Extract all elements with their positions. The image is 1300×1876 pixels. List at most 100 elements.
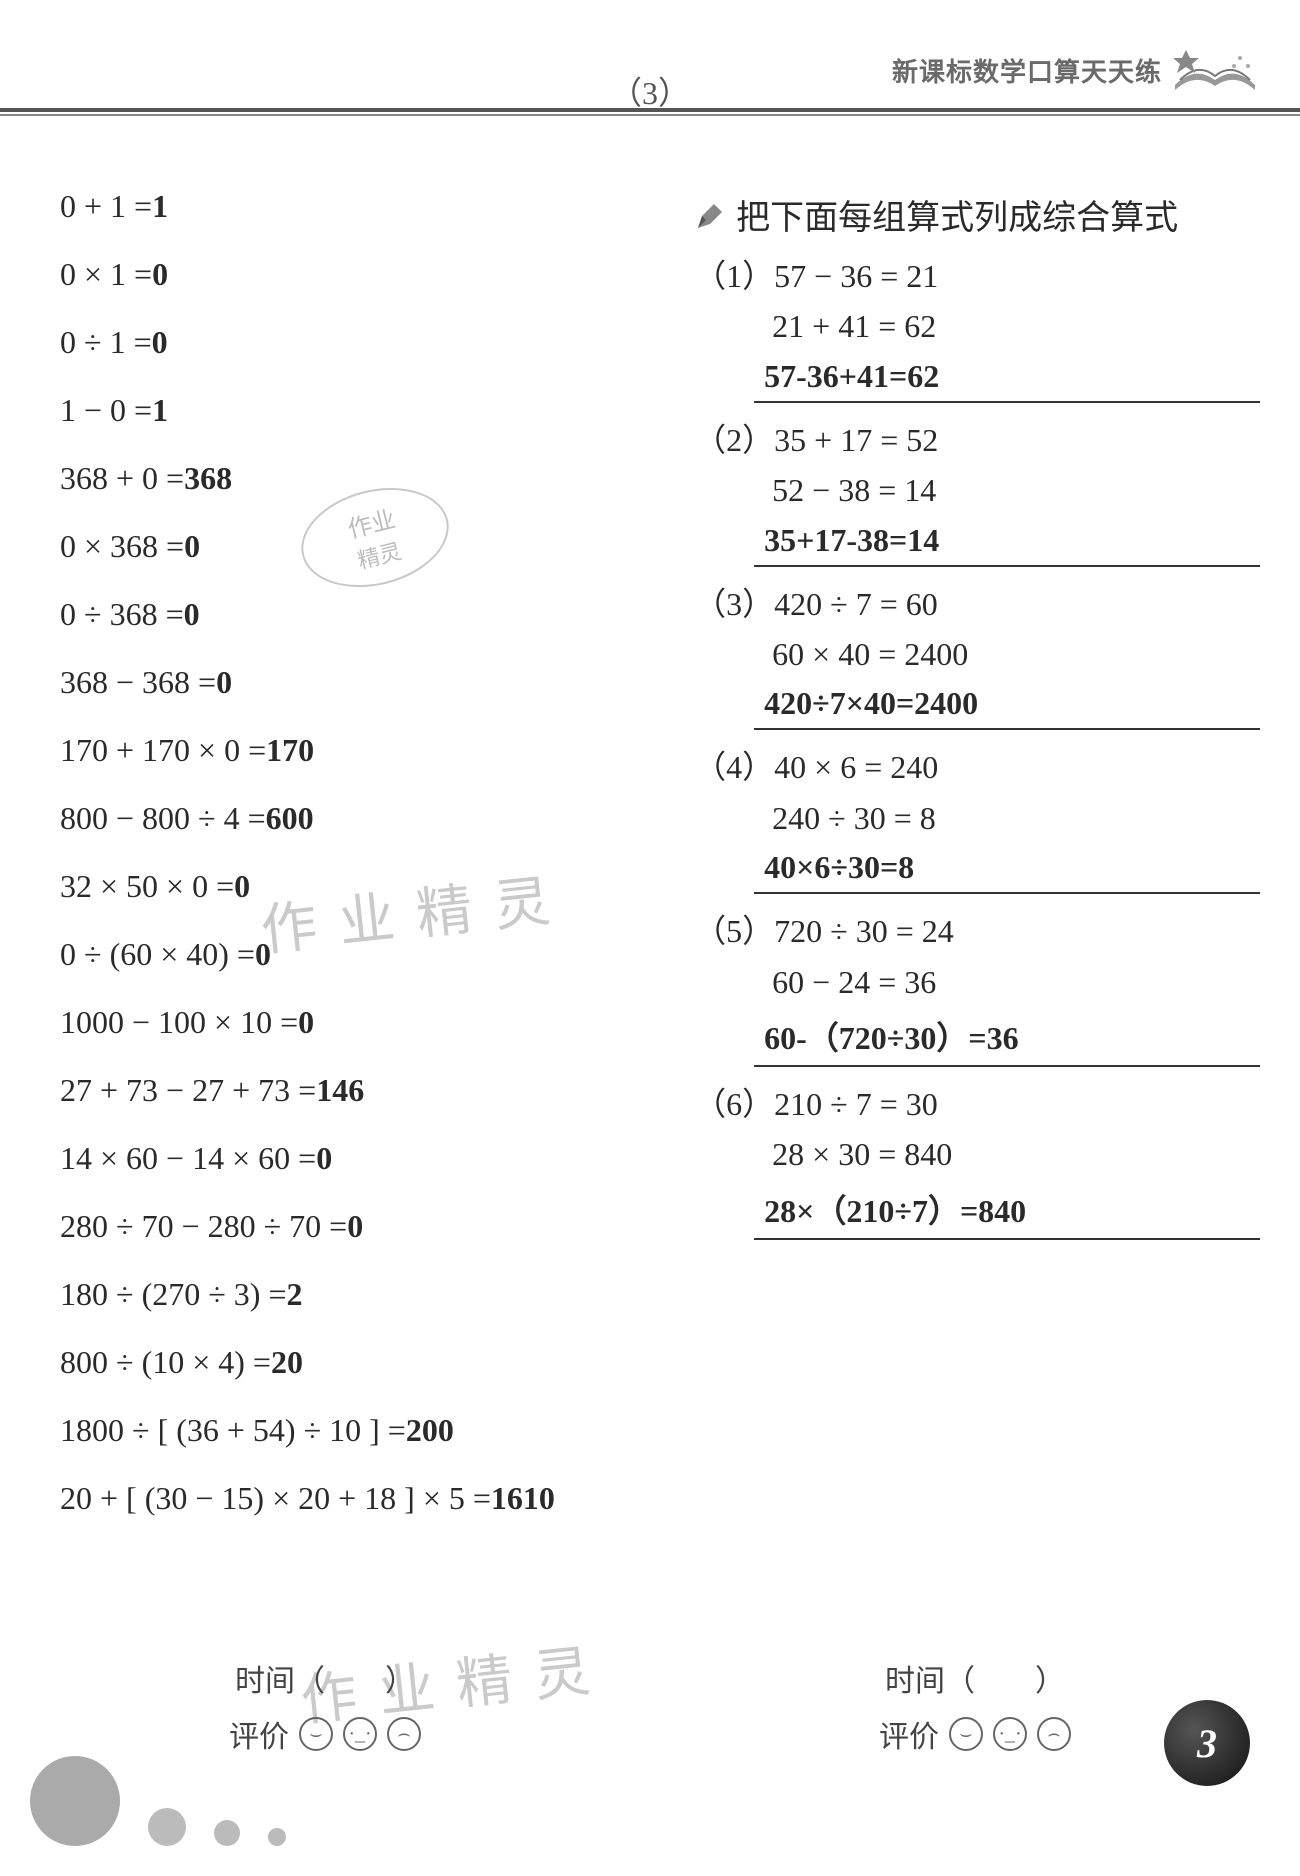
neutral-face-icon: ·_·: [993, 1717, 1027, 1751]
equation-answer: 0: [184, 528, 200, 564]
equation-answer: 200: [406, 1412, 454, 1448]
footer-left: 时间（ ） 评价 ⌣ ·_· ⌢: [0, 1656, 650, 1756]
problem-group: （1）57 − 36 = 21 21 + 41 = 62 57-36+41=62: [694, 257, 1260, 403]
group-eq-b: 240 ÷ 30 = 8: [772, 800, 936, 836]
equation-expr: 0 ÷ 368 =: [60, 596, 184, 632]
equation-answer: 368: [184, 460, 232, 496]
combined-answer: 57-36+41=62: [754, 358, 1260, 403]
group-line: 60 × 40 = 2400: [694, 635, 1260, 673]
group-line: （3）420 ÷ 7 = 60: [694, 585, 1260, 623]
group-number: （3）: [694, 586, 774, 622]
equation-answer: 146: [316, 1072, 364, 1108]
group-eq-b: 28 × 30 = 840: [772, 1136, 952, 1172]
equation-answer: 0: [255, 936, 271, 972]
equation-answer: 0: [152, 324, 168, 360]
equation-answer: 170: [266, 732, 314, 768]
worksheet-page: （3） 新课标数学口算天天练 0 + 1 =1 0 × 1 =0 0 ÷ 1 =…: [0, 0, 1300, 1876]
equation-row: 1 − 0 =1: [60, 394, 654, 426]
equation-expr: 0 ÷ (60 × 40) =: [60, 936, 255, 972]
page-number: 3: [1197, 1720, 1217, 1767]
equation-expr: 0 × 368 =: [60, 528, 184, 564]
problem-group: （3）420 ÷ 7 = 60 60 × 40 = 2400 420÷7×40=…: [694, 585, 1260, 731]
equation-row: 0 ÷ (60 × 40) =0: [60, 938, 654, 970]
equation-row: 368 − 368 =0: [60, 666, 654, 698]
equation-row: 170 + 170 × 0 =170: [60, 734, 654, 766]
equation-row: 0 × 368 =0: [60, 530, 654, 562]
equation-row: 20 + [ (30 − 15) × 20 + 18 ] × 5 =1610: [60, 1482, 654, 1514]
equation-row: 800 − 800 ÷ 4 =600: [60, 802, 654, 834]
group-eq-b: 60 − 24 = 36: [772, 964, 936, 1000]
equation-expr: 14 × 60 − 14 × 60 =: [60, 1140, 316, 1176]
sad-face-icon: ⌢: [387, 1717, 421, 1751]
group-line: 52 − 38 = 14: [694, 471, 1260, 509]
equation-answer: 1: [152, 392, 168, 428]
combined-answer: 35+17-38=14: [754, 522, 1260, 567]
equation-expr: 170 + 170 × 0 =: [60, 732, 266, 768]
group-line: （5）720 ÷ 30 = 24: [694, 912, 1260, 950]
equation-answer: 0: [316, 1140, 332, 1176]
group-eq-a: 210 ÷ 7 = 30: [774, 1086, 938, 1122]
equation-answer: 1610: [491, 1480, 555, 1516]
combined-answer: 60-（720÷30）=36: [754, 1013, 1260, 1067]
right-column: 把下面每组算式列成综合算式 （1）57 − 36 = 21 21 + 41 = …: [694, 190, 1260, 1550]
header-rule: [0, 108, 1300, 116]
equation-expr: 0 + 1 =: [60, 188, 152, 224]
equation-row: 14 × 60 − 14 × 60 =0: [60, 1142, 654, 1174]
equation-expr: 280 ÷ 70 − 280 ÷ 70 =: [60, 1208, 347, 1244]
sad-face-icon: ⌢: [1037, 1717, 1071, 1751]
equation-answer: 2: [286, 1276, 302, 1312]
equation-expr: 800 − 800 ÷ 4 =: [60, 800, 266, 836]
equation-answer: 20: [271, 1344, 303, 1380]
equation-row: 0 + 1 =1: [60, 190, 654, 222]
equation-expr: 0 × 1 =: [60, 256, 152, 292]
equation-expr: 800 ÷ (10 × 4) =: [60, 1344, 271, 1380]
equation-expr: 1800 ÷ [ (36 + 54) ÷ 10 ] =: [60, 1412, 406, 1448]
neutral-face-icon: ·_·: [343, 1717, 377, 1751]
problem-group: （2）35 + 17 = 52 52 − 38 = 14 35+17-38=14: [694, 421, 1260, 567]
equation-answer: 1: [152, 188, 168, 224]
footer: 时间（ ） 评价 ⌣ ·_· ⌢ 时间（ ） 评价 ⌣ ·_· ⌢: [0, 1656, 1300, 1756]
equation-answer: 0: [216, 664, 232, 700]
smile-face-icon: ⌣: [299, 1717, 333, 1751]
combined-answer: 28×（210÷7）=840: [754, 1186, 1260, 1240]
group-line: 60 − 24 = 36: [694, 963, 1260, 1001]
group-eq-a: 720 ÷ 30 = 24: [774, 913, 954, 949]
group-eq-a: 57 − 36 = 21: [774, 258, 938, 294]
equation-row: 0 ÷ 1 =0: [60, 326, 654, 358]
equation-expr: 0 ÷ 1 =: [60, 324, 152, 360]
page-number-badge: 3: [1164, 1700, 1250, 1786]
equation-expr: 27 + 73 − 27 + 73 =: [60, 1072, 316, 1108]
time-label: 时间（ ）: [0, 1656, 650, 1700]
group-eq-b: 21 + 41 = 62: [772, 308, 936, 344]
group-line: （6）210 ÷ 7 = 30: [694, 1085, 1260, 1123]
group-eq-b: 60 × 40 = 2400: [772, 636, 968, 672]
time-label: 时间（ ）: [650, 1656, 1300, 1700]
equation-expr: 368 − 368 =: [60, 664, 216, 700]
smile-face-icon: ⌣: [949, 1717, 983, 1751]
equation-answer: 0: [347, 1208, 363, 1244]
problem-group: （5）720 ÷ 30 = 24 60 − 24 = 36 60-（720÷30…: [694, 912, 1260, 1067]
group-eq-b: 52 − 38 = 14: [772, 472, 936, 508]
equation-expr: 32 × 50 × 0 =: [60, 868, 234, 904]
equation-row: 368 + 0 =368: [60, 462, 654, 494]
equation-answer: 0: [298, 1004, 314, 1040]
rating-label: 评价: [229, 1712, 289, 1756]
header-brand: 新课标数学口算天天练: [892, 40, 1260, 100]
equation-answer: 600: [266, 800, 314, 836]
rating-row: 评价 ⌣ ·_· ⌢: [0, 1712, 650, 1756]
equation-row: 800 ÷ (10 × 4) =20: [60, 1346, 654, 1378]
equation-row: 0 × 1 =0: [60, 258, 654, 290]
equation-answer: 0: [152, 256, 168, 292]
problem-group: （6）210 ÷ 7 = 30 28 × 30 = 840 28×（210÷7）…: [694, 1085, 1260, 1240]
open-book-icon: [1170, 40, 1260, 100]
group-number: （4）: [694, 749, 774, 785]
group-eq-a: 420 ÷ 7 = 60: [774, 586, 938, 622]
group-number: （2）: [694, 422, 774, 458]
equation-row: 32 × 50 × 0 =0: [60, 870, 654, 902]
group-line: 28 × 30 = 840: [694, 1135, 1260, 1173]
equation-row: 280 ÷ 70 − 280 ÷ 70 =0: [60, 1210, 654, 1242]
left-column: 0 + 1 =1 0 × 1 =0 0 ÷ 1 =0 1 − 0 =1 368 …: [60, 190, 654, 1550]
brand-text: 新课标数学口算天天练: [892, 52, 1162, 89]
group-number: （5）: [694, 913, 774, 949]
equation-row: 1800 ÷ [ (36 + 54) ÷ 10 ] =200: [60, 1414, 654, 1446]
